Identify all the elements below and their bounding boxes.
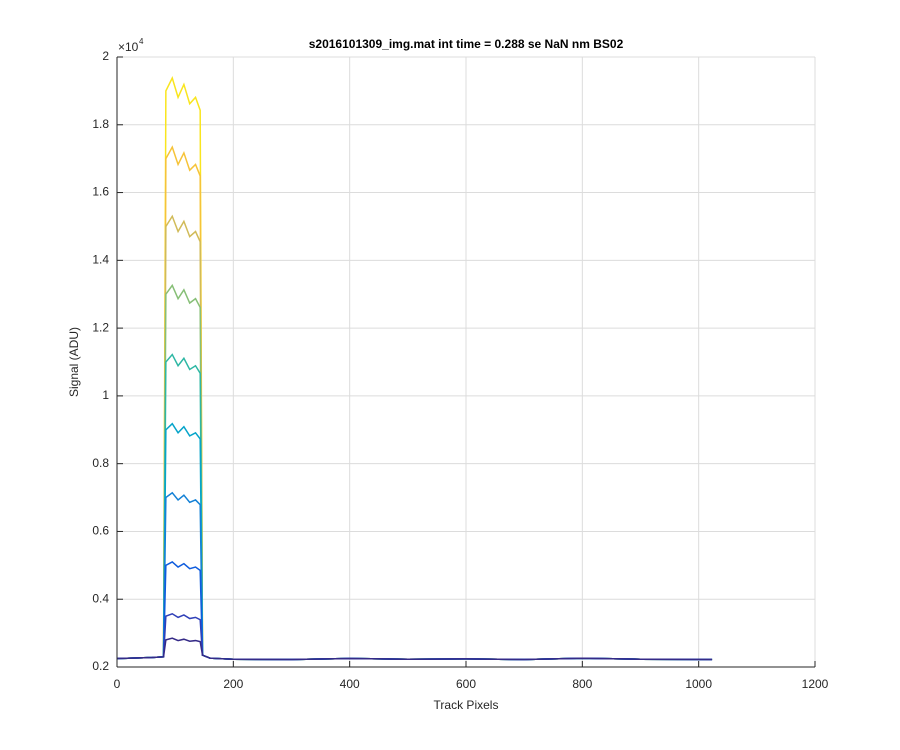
- y-axis-label: Signal (ADU): [67, 327, 81, 397]
- y-tick-label: 1.2: [92, 320, 109, 334]
- y-tick-label: 2: [102, 49, 109, 63]
- x-axis-label: Track Pixels: [434, 698, 499, 712]
- y-tick-label: 0.6: [92, 524, 109, 538]
- x-tick-label: 0: [114, 677, 121, 691]
- y-tick-label: 0.4: [92, 591, 109, 605]
- y-tick-label: 0.2: [92, 659, 109, 673]
- x-tick-label: 400: [340, 677, 360, 691]
- x-tick-label: 1200: [802, 677, 829, 691]
- chart-title: s2016101309_img.mat int time = 0.288 se …: [309, 37, 624, 51]
- x-tick-label: 600: [456, 677, 476, 691]
- y-tick-label: 1.8: [92, 117, 109, 131]
- y-tick-label: 1.4: [92, 253, 109, 267]
- y-multiplier-exponent: 4: [139, 37, 144, 46]
- y-tick-label: 0.8: [92, 456, 109, 470]
- y-multiplier-base: ×10: [118, 40, 139, 54]
- y-tick-label: 1: [102, 388, 109, 402]
- series-line: [116, 637, 713, 661]
- x-tick-label: 200: [223, 677, 243, 691]
- x-tick-label: 800: [572, 677, 592, 691]
- y-tick-label: 1.6: [92, 185, 109, 199]
- x-tick-label: 1000: [685, 677, 712, 691]
